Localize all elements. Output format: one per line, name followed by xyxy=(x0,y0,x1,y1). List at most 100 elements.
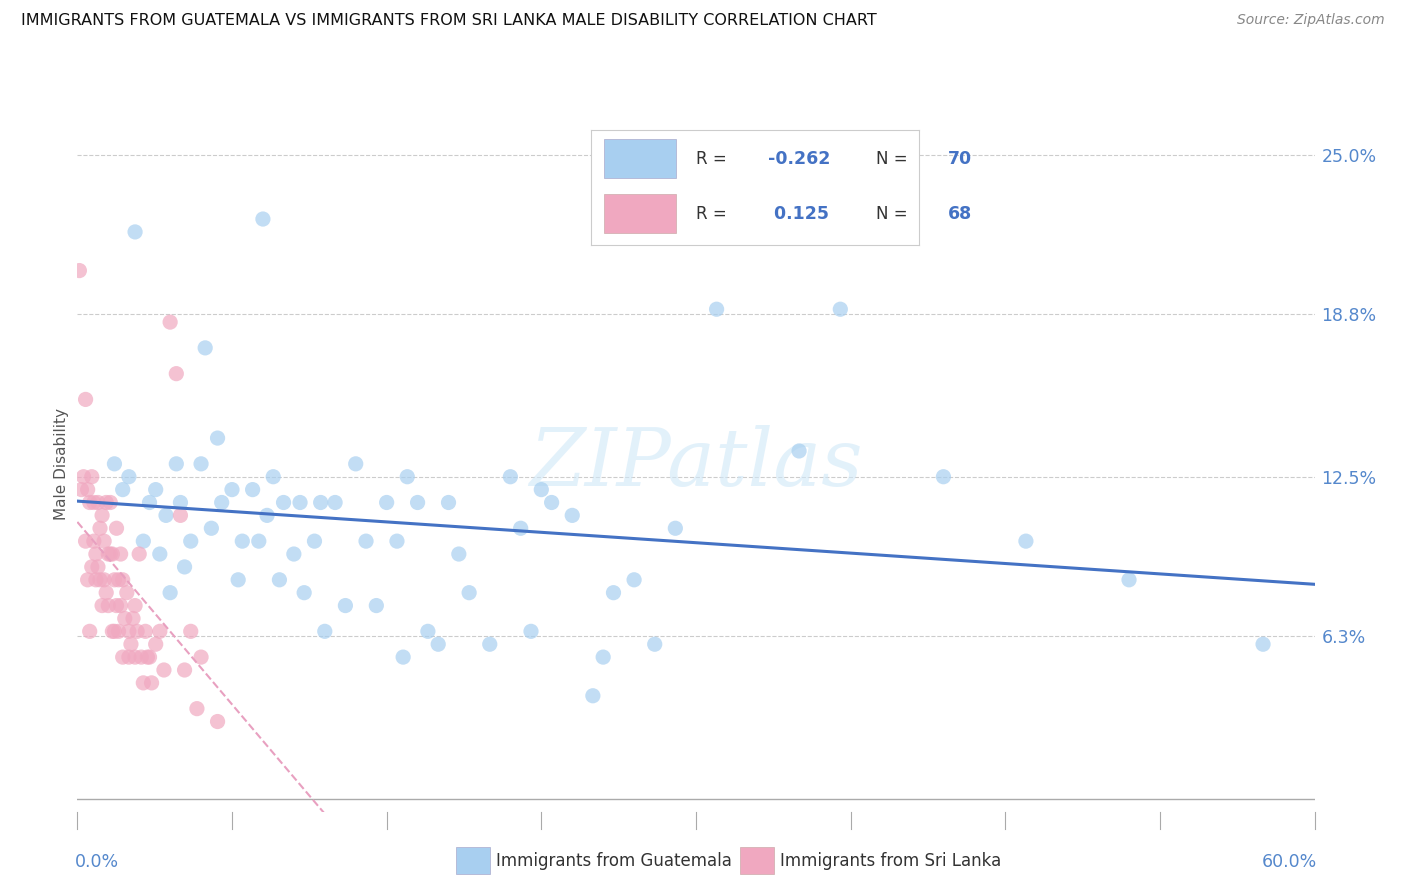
Point xyxy=(180,624,202,639)
Point xyxy=(304,534,326,549)
Point xyxy=(124,225,146,239)
Point xyxy=(252,212,274,227)
Point xyxy=(93,573,115,587)
Point xyxy=(242,483,264,497)
Point xyxy=(165,367,187,381)
Point xyxy=(84,573,107,587)
Point xyxy=(110,547,132,561)
Point xyxy=(72,469,94,483)
Point xyxy=(269,573,291,587)
Point xyxy=(87,495,110,509)
Point xyxy=(247,534,270,549)
Point xyxy=(67,263,90,277)
Point xyxy=(105,599,128,613)
Point xyxy=(122,611,145,625)
Text: Immigrants from Sri Lanka: Immigrants from Sri Lanka xyxy=(780,852,1001,870)
Point xyxy=(283,547,305,561)
Point xyxy=(145,483,167,497)
Point xyxy=(97,547,120,561)
Text: 70: 70 xyxy=(948,150,973,168)
Point xyxy=(118,650,141,665)
Point xyxy=(406,495,429,509)
Point xyxy=(292,585,315,599)
Bar xyxy=(605,194,676,233)
Point xyxy=(141,676,163,690)
Point xyxy=(98,547,121,561)
Point xyxy=(97,599,120,613)
Point xyxy=(111,573,134,587)
Point xyxy=(1251,637,1274,651)
Point xyxy=(190,457,212,471)
Point xyxy=(309,495,332,509)
Point xyxy=(103,624,125,639)
Point xyxy=(169,508,191,523)
Bar xyxy=(456,847,489,874)
Point xyxy=(1015,534,1038,549)
Point xyxy=(132,534,155,549)
Point xyxy=(323,495,346,509)
Text: R =: R = xyxy=(696,204,731,223)
Point xyxy=(98,495,121,509)
Point xyxy=(221,483,243,497)
Point xyxy=(110,599,132,613)
Point xyxy=(103,457,125,471)
Y-axis label: Male Disability: Male Disability xyxy=(53,408,69,520)
Text: 0.125: 0.125 xyxy=(768,204,830,223)
Point xyxy=(392,650,415,665)
Point xyxy=(447,547,470,561)
Point xyxy=(111,483,134,497)
Point xyxy=(211,495,233,509)
Point xyxy=(561,508,583,523)
Point xyxy=(932,469,955,483)
Point xyxy=(582,689,605,703)
Point xyxy=(200,521,222,535)
Point xyxy=(207,431,229,445)
Point xyxy=(509,521,531,535)
Text: N =: N = xyxy=(876,150,912,168)
Text: R =: R = xyxy=(696,150,731,168)
Point xyxy=(190,650,212,665)
Point xyxy=(136,650,159,665)
Text: 68: 68 xyxy=(948,204,973,223)
Text: ZIPatlas: ZIPatlas xyxy=(529,425,863,502)
Point xyxy=(427,637,450,651)
Point xyxy=(787,444,810,458)
Point xyxy=(437,495,460,509)
Point xyxy=(314,624,336,639)
Point xyxy=(93,534,115,549)
Point xyxy=(149,624,172,639)
Point xyxy=(416,624,439,639)
Point xyxy=(138,650,160,665)
Point xyxy=(114,611,136,625)
Point xyxy=(262,469,284,483)
Point xyxy=(186,701,208,715)
Bar xyxy=(740,847,775,874)
Point xyxy=(91,599,114,613)
Point xyxy=(76,483,98,497)
Point xyxy=(129,650,152,665)
Point xyxy=(173,663,195,677)
Bar xyxy=(605,139,676,178)
Point xyxy=(180,534,202,549)
Point xyxy=(231,534,253,549)
Point xyxy=(105,521,128,535)
Point xyxy=(127,624,149,639)
Point xyxy=(89,521,111,535)
Point xyxy=(80,560,103,574)
Point xyxy=(173,560,195,574)
Point xyxy=(118,624,141,639)
Point xyxy=(1118,573,1140,587)
Point xyxy=(76,573,98,587)
Point xyxy=(107,624,129,639)
Text: Immigrants from Guatemala: Immigrants from Guatemala xyxy=(496,852,731,870)
Point xyxy=(145,637,167,651)
Point xyxy=(592,650,614,665)
Point xyxy=(194,341,217,355)
Point xyxy=(124,599,146,613)
Point xyxy=(385,534,408,549)
Point xyxy=(75,534,97,549)
Point xyxy=(153,663,176,677)
Point xyxy=(540,495,562,509)
Point xyxy=(79,624,101,639)
Point xyxy=(478,637,501,651)
